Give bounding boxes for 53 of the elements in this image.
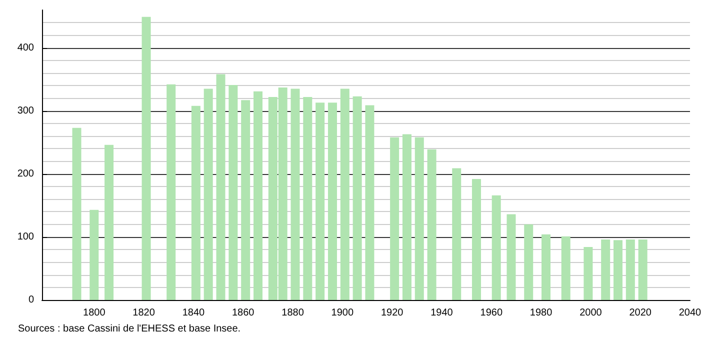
bar: [365, 105, 374, 300]
x-tick-label: 2020: [629, 308, 652, 318]
bar: [241, 100, 250, 300]
x-tick-label: 1880: [282, 308, 304, 318]
bar: [626, 239, 635, 300]
bar: [352, 96, 362, 300]
bar: [427, 149, 436, 300]
y-tick-label: 300: [17, 105, 34, 116]
bar: [104, 144, 114, 300]
y-tick-label: 200: [17, 168, 34, 180]
source-note: Sources : base Cassini de l'EHESS et base Insee.: [18, 324, 241, 334]
x-tick-label: 2040: [678, 308, 702, 318]
x-tick-label: 1900: [331, 308, 354, 318]
x-tick-label: 2000: [580, 308, 602, 318]
bar: [402, 134, 412, 300]
bar: [254, 91, 262, 300]
bar: [492, 195, 501, 300]
x-tick-label: 1920: [380, 308, 404, 318]
bar: [506, 214, 516, 300]
bar: [472, 178, 481, 300]
bar: [191, 106, 200, 300]
bar: [228, 85, 238, 300]
bar: [390, 137, 400, 300]
x-tick-label: 1860: [232, 308, 255, 318]
x-tick-label: 1840: [182, 308, 206, 318]
bar: [614, 240, 622, 300]
x-tick-label: 1800: [83, 308, 106, 318]
bar: [290, 88, 300, 300]
bar: [638, 239, 648, 300]
bar: [72, 128, 82, 300]
bar: [204, 88, 213, 300]
bar: [601, 239, 610, 300]
bar: [166, 84, 176, 300]
bar: [303, 97, 312, 300]
bar: [452, 168, 462, 300]
y-tick-label: 0: [28, 294, 34, 306]
bar: [584, 247, 593, 300]
x-tick-label: 1980: [530, 308, 553, 318]
bar: [542, 234, 550, 300]
x-tick-label: 1820: [132, 308, 156, 318]
bar: [524, 224, 534, 300]
bar: [561, 236, 570, 300]
y-tick-label: 100: [17, 231, 34, 242]
bar: [340, 88, 350, 300]
bar: [414, 137, 424, 300]
bar: [90, 210, 99, 300]
bar: [142, 16, 151, 300]
bar: [328, 102, 337, 300]
x-tick-label: 1940: [430, 308, 454, 318]
bar: [216, 74, 226, 300]
x-tick-label: 1960: [480, 308, 503, 318]
bar: [316, 102, 325, 300]
y-tick-label: 400: [17, 42, 34, 54]
